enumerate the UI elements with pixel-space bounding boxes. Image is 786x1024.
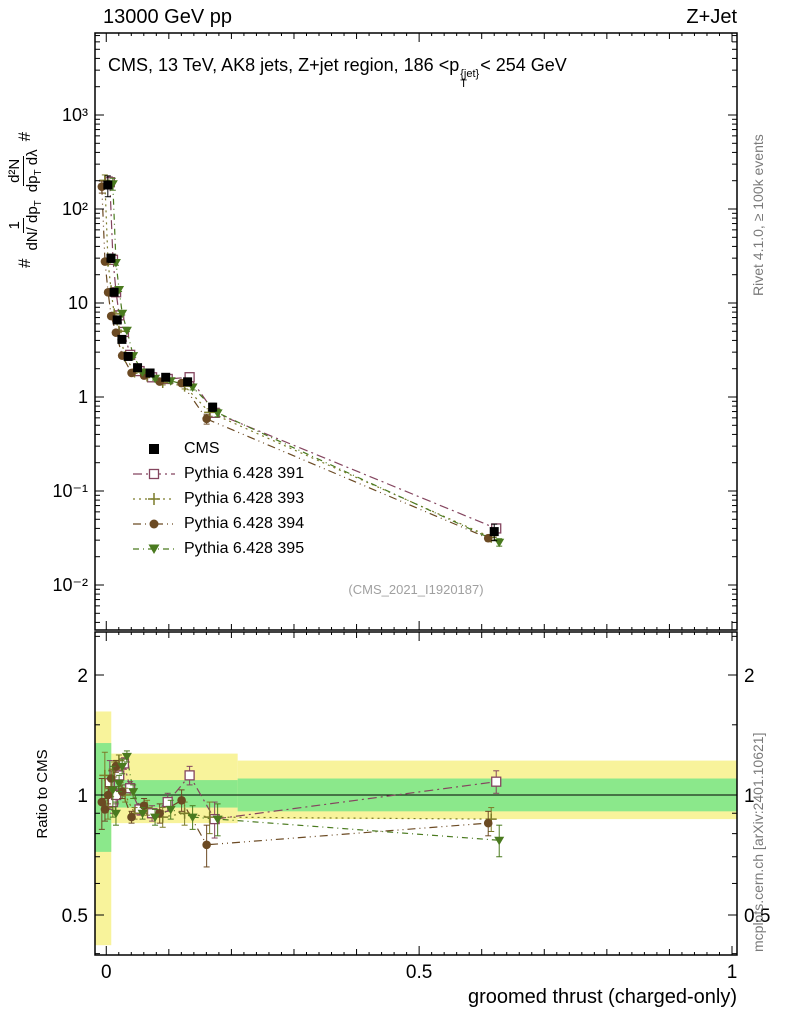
plot-title-text: CMS, 13 TeV, AK8 jets, Z+jet region, 186…: [108, 55, 460, 75]
header-beam-energy: 13000 GeV pp: [103, 6, 232, 28]
cms-marker-icon: [149, 443, 159, 454]
svg-text:1: 1: [744, 786, 755, 807]
legend-label: Pythia 6.428 394: [184, 514, 305, 532]
svg-text:10⁻¹: 10⁻¹: [52, 481, 88, 501]
ratio-series: [97, 750, 505, 868]
mcplots-reference-note: mcplots.cern.ch [arXiv:2401.10621]: [750, 732, 766, 952]
legend-label: CMS: [184, 439, 220, 457]
ratio-line-Pythia 6.428 395: [112, 754, 500, 841]
axis-ticks: [95, 33, 737, 955]
analysis-id-watermark: (CMS_2021_I1920187): [348, 582, 484, 597]
legend-label: Pythia 6.428 393: [184, 489, 305, 507]
pt-jet-supsub: {jet} T: [460, 68, 480, 90]
y-axis-label-ratio: Ratio to CMS: [34, 749, 51, 839]
legend-item-pythia-395: Pythia 6.428 395: [132, 536, 304, 561]
legend-item-pythia-393: Pythia 6.428 393: [132, 486, 304, 511]
svg-text:1: 1: [77, 786, 88, 807]
svg-text:1: 1: [727, 962, 738, 983]
header-process: Z+Jet: [686, 6, 737, 28]
ratio-line-Pythia 6.428 394: [101, 764, 489, 846]
x-axis-label: groomed thrust (charged-only): [467, 986, 737, 1008]
pythia-393-marker-icon: [133, 492, 175, 505]
svg-text:1: 1: [78, 387, 88, 407]
rivet-version-note: Rivet 4.1.0, ≥ 100k events: [750, 134, 766, 296]
plot-title: CMS, 13 TeV, AK8 jets, Z+jet region, 186…: [108, 55, 567, 90]
svg-text:10: 10: [68, 293, 88, 313]
pythia-395-marker-icon: [133, 544, 175, 554]
legend: CMS Pythia 6.428 391 Pythia 6.428 393 Py…: [132, 436, 304, 561]
svg-text:10²: 10²: [62, 199, 88, 219]
svg-text:2: 2: [77, 666, 88, 687]
ylabel-hash-start: #: [15, 258, 35, 268]
svg-text:0.5: 0.5: [406, 962, 432, 983]
svg-text:2: 2: [744, 666, 755, 687]
svg-text:0.5: 0.5: [62, 906, 88, 927]
legend-label: Pythia 6.428 391: [184, 464, 305, 482]
svg-text:10⁻²: 10⁻²: [52, 575, 88, 595]
svg-text:10³: 10³: [62, 105, 88, 125]
ylabel-hash-end: #: [15, 131, 35, 142]
svg-text:0.5: 0.5: [744, 906, 770, 927]
ylabel-frac-1: 1 dN/ dpT: [6, 200, 45, 251]
main-series: [97, 174, 505, 548]
ylabel-frac-2: d²N dpT dλ: [6, 149, 45, 193]
ratio-uncertainty-bands: [95, 711, 737, 946]
main-line-Pythia 6.428 391: [109, 182, 497, 529]
pythia-391-marker-icon: [133, 468, 175, 479]
legend-label: Pythia 6.428 395: [184, 539, 305, 557]
main-line-Pythia 6.428 393: [104, 180, 492, 538]
legend-item-pythia-391: Pythia 6.428 391: [132, 461, 304, 486]
legend-item-pythia-394: Pythia 6.428 394: [132, 511, 304, 536]
y-axis-label-main: # 1 dN/ dpT d²N dpT dλ #: [6, 18, 45, 268]
legend-item-cms: CMS: [132, 436, 304, 461]
svg-text:0: 0: [101, 962, 112, 983]
pythia-394-marker-icon: [133, 519, 175, 528]
ratio-frame: [94, 631, 738, 956]
